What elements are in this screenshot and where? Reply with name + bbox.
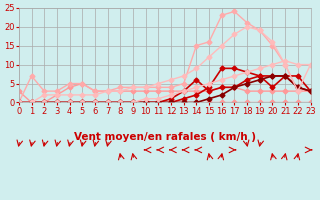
X-axis label: Vent moyen/en rafales ( km/h ): Vent moyen/en rafales ( km/h ) [74,132,256,142]
